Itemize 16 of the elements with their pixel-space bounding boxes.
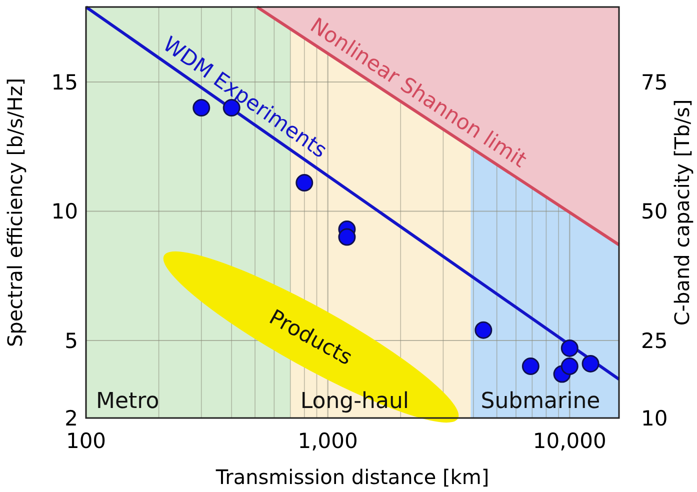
y2-tick-label: 50 [641, 200, 668, 224]
y2-axis-title: C-band capacity [Tb/s] [670, 99, 694, 326]
y2-tick-label: 25 [641, 328, 668, 353]
x-tick-label: 10,000 [532, 429, 606, 453]
y-tick-label: 15 [51, 70, 78, 94]
y-tick-label: 2 [64, 406, 78, 430]
band-label: Submarine [480, 389, 600, 414]
y2-tick-label: 75 [641, 70, 668, 94]
y-tick-label: 5 [64, 328, 78, 353]
y-tick-label: 10 [51, 200, 78, 224]
band-label: Metro [96, 389, 160, 414]
x-axis-title: Transmission distance [km] [214, 465, 490, 489]
x-tick-label: 100 [66, 429, 106, 453]
x-tick-label: 1,000 [298, 429, 358, 453]
y2-tick-label: 10 [641, 406, 668, 430]
y-axis-title: Spectral efficiency [b/s/Hz] [3, 78, 27, 348]
